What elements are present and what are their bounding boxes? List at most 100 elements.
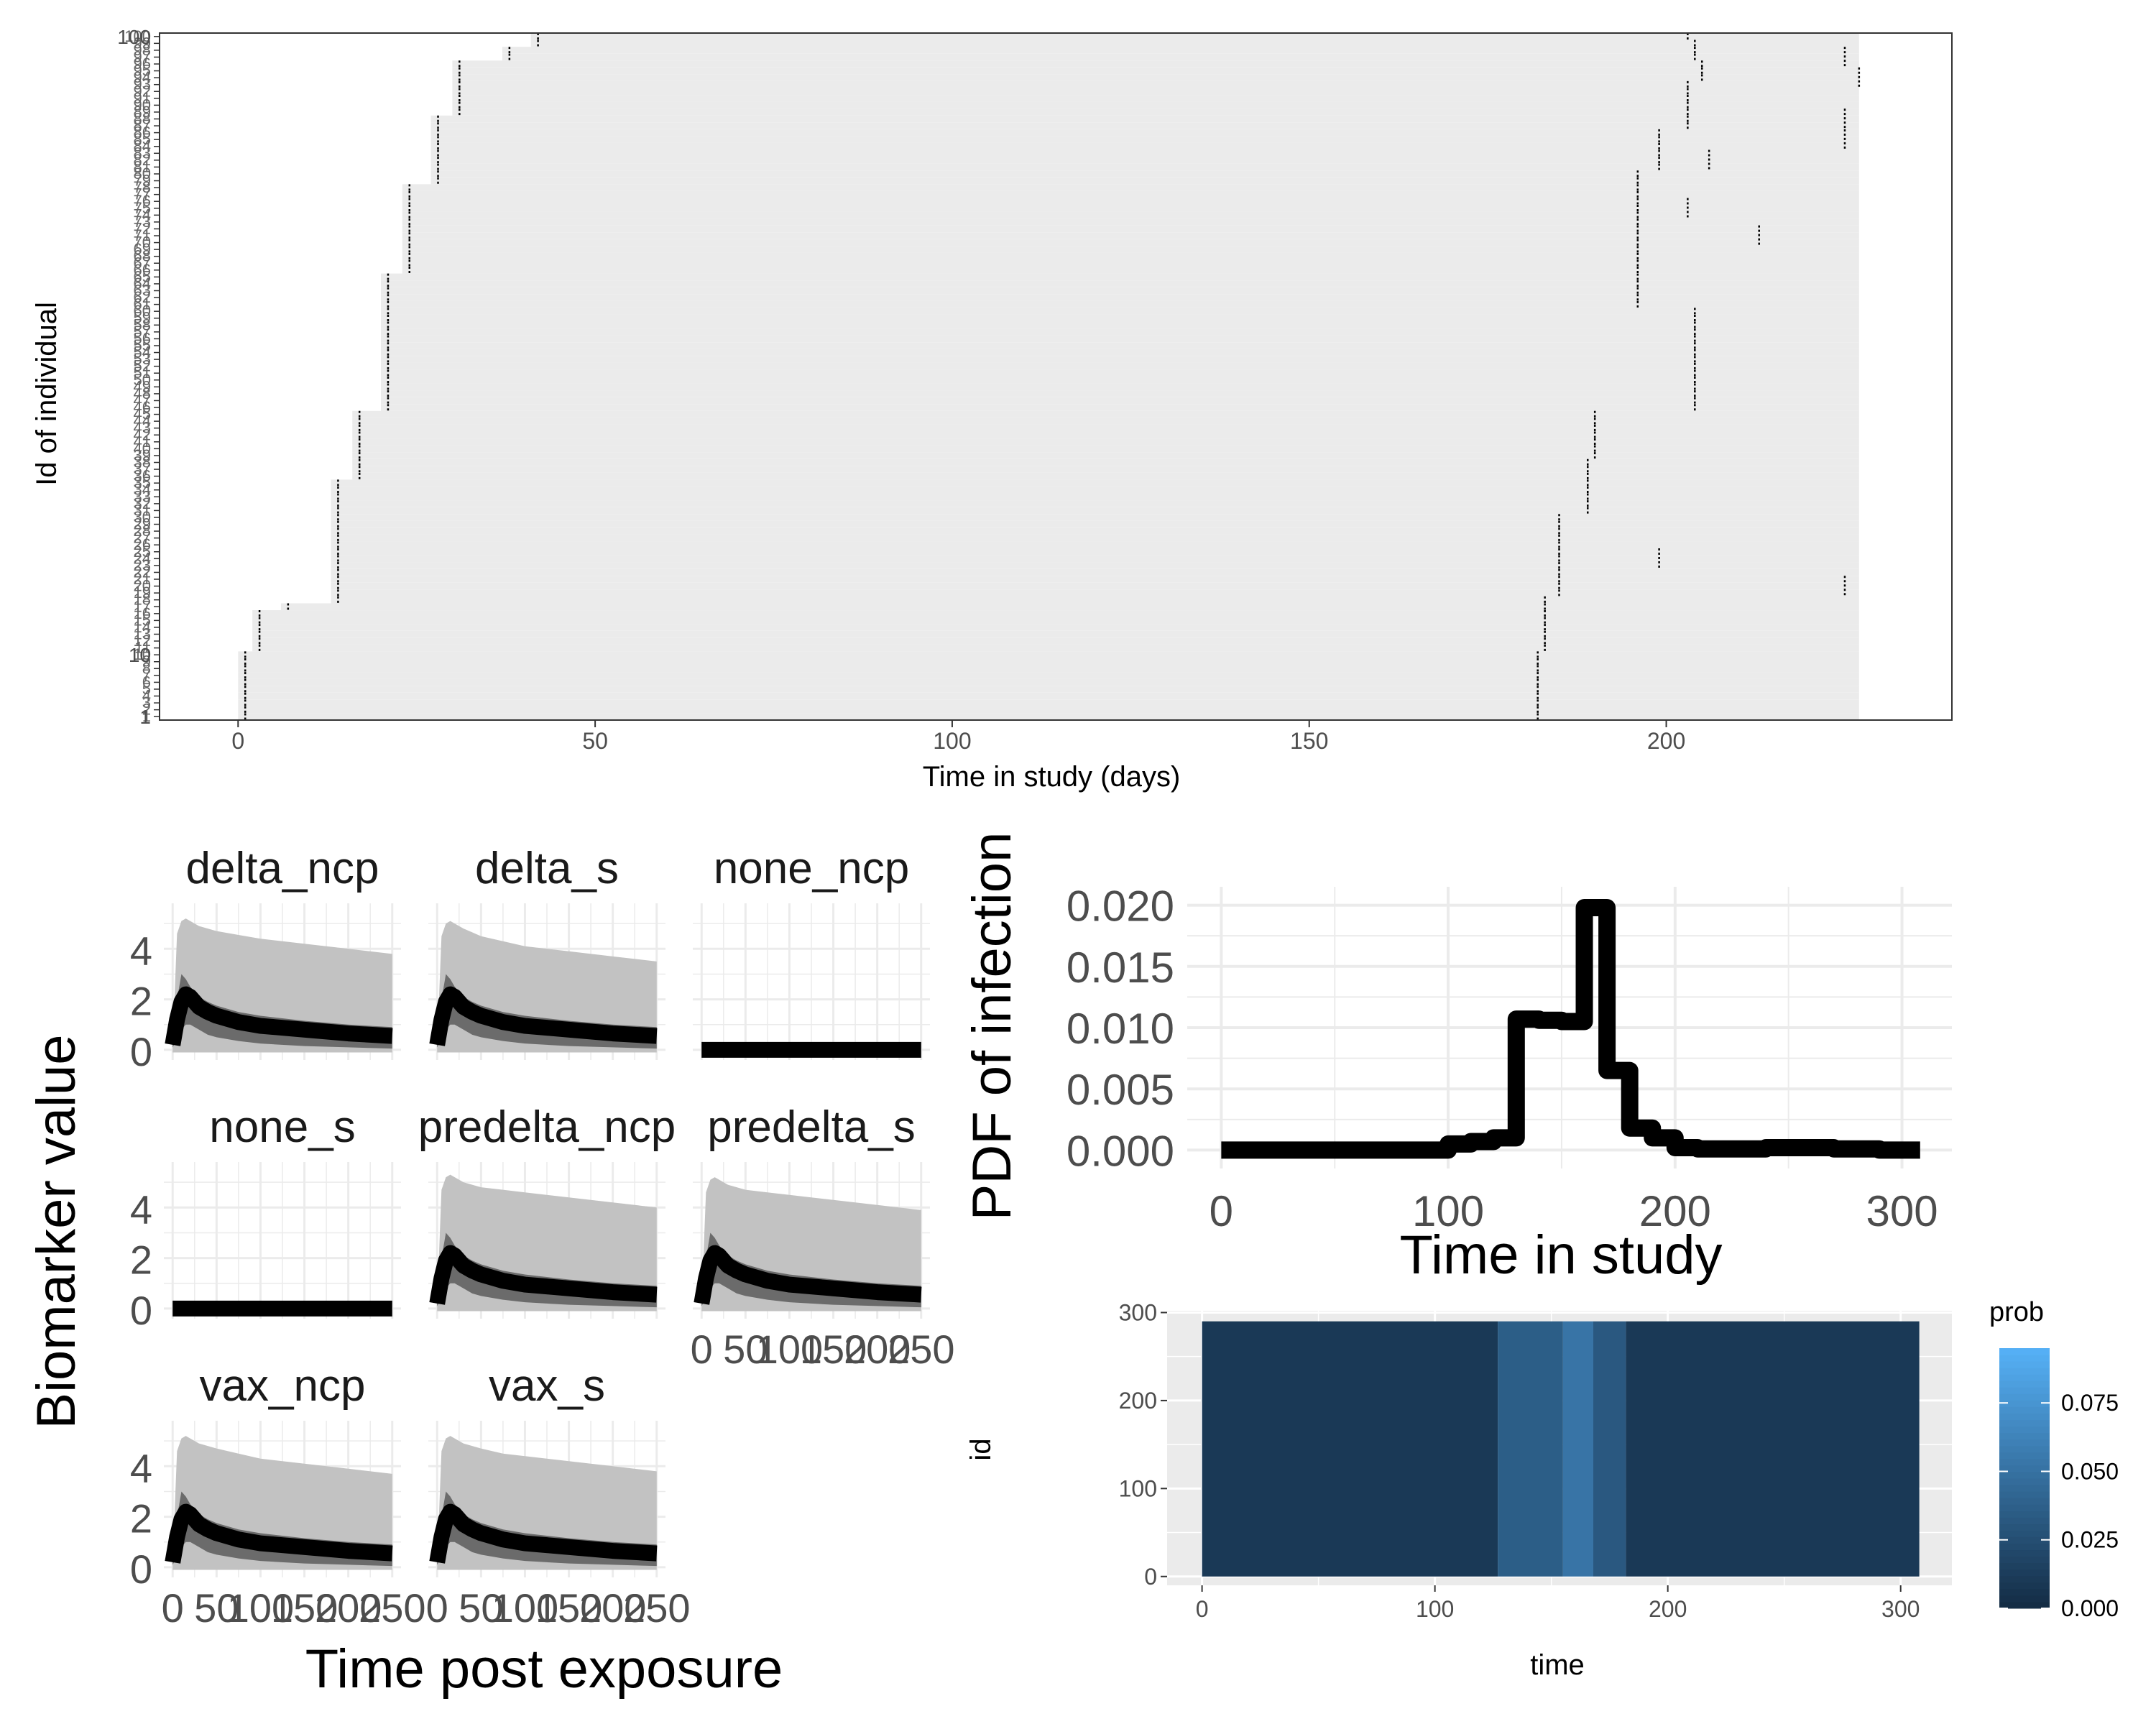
timeline-y-tick-label: 76 [134,192,151,210]
individual-followup-band [331,479,1859,487]
timeline-y-tick-label: 58 [134,315,151,333]
timeline-y-tick-label: 16 [134,604,151,622]
individual-followup-band [381,397,1859,405]
legend-colorbar-segment [1999,1458,2050,1466]
legend-colorbar-segment [1999,1439,2050,1447]
facet-strip-label: vax_ncp [200,1361,366,1411]
pdf-y-tick-label: 0.005 [1067,1066,1174,1114]
timeline-y-tick-label: 67 [134,254,151,272]
individual-followup-band [402,267,1859,274]
facet-strip-label: predelta_s [707,1102,916,1152]
individual-followup-band [331,576,1859,583]
individual-followup-band [402,239,1859,246]
timeline-y-tick-label: 18 [134,591,151,609]
individual-followup-band [238,665,1859,673]
individual-followup-band [352,410,1859,418]
individual-followup-band [430,122,1859,129]
individual-followup-band [331,486,1859,494]
individual-followup-band [402,198,1859,205]
biomarker-x-tick-label: 150 [535,1585,602,1631]
biomarker-x-tick-label: 100 [227,1585,294,1631]
individual-followup-band [381,328,1859,336]
timeline-y-tick-label: 4 [142,687,151,705]
individual-followup-band [238,686,1859,693]
mean-trajectory-line [429,1503,658,1564]
biomarker-y-tick-label: 4 [130,1445,152,1490]
individual-followup-band [430,170,1859,178]
timeline-y-tick-label: 53 [134,350,151,368]
individual-followup-band [452,95,1859,102]
facet-strip-label: delta_ncp [186,844,379,893]
heatmap-x-tick-label: 200 [1649,1596,1687,1622]
timeline-y-tick-label: 97 [134,47,151,65]
legend-colorbar-segment [1999,1536,2050,1544]
timeline-y-tick-label: 33 [134,487,151,505]
legend-title: prob [1989,1297,2044,1327]
timeline-y-tick-label: 73 [134,213,151,231]
timeline-y-tick-label: 91 [134,89,151,107]
individual-followup-band [430,177,1859,185]
timeline-y-tick-label: 85 [134,130,151,148]
timeline-y-tick-label: 3 [142,693,151,711]
biomarker-y-tick-label: 0 [130,1029,152,1074]
heatmap-x-tick-label: 300 [1881,1596,1920,1622]
legend-colorbar-segment [1999,1517,2050,1524]
timeline-y-tick-label: 50 [134,371,151,389]
biomarker-x-tick-label: 50 [459,1585,503,1631]
timeline-y-tick-label: 45 [134,405,151,423]
individual-followup-band [252,637,1859,645]
timeline-y-tick-label: 22 [134,563,151,581]
timeline-y-axis-label: Id of individual [31,302,63,486]
pdf-x-axis-label: Time in study [1399,1225,1722,1286]
legend-colorbar-segment [1999,1348,2050,1355]
individual-followup-band [238,699,1859,706]
timeline-y-tick-label: 36 [134,467,151,485]
individual-followup-band [381,377,1859,384]
timeline-y-tick-label: 66 [134,261,151,279]
legend-colorbar-segment [1999,1413,2050,1421]
individual-followup-band [352,438,1859,446]
biomarker-y-tick-label: 0 [130,1288,152,1333]
mean-trajectory-line [165,1503,393,1564]
mean-trajectory-line [694,1245,922,1305]
timeline-y-tick-label: 80 [134,165,151,183]
timeline-y-tick-label: 61 [134,295,151,313]
timeline-y-tick-label: 34 [134,481,151,499]
individual-followup-band [381,294,1859,301]
pdf-x-tick-label: 100 [1412,1187,1484,1235]
pdf-x-tick-label: 200 [1639,1187,1711,1235]
timeline-y-tick-label: 40 [134,439,151,457]
individual-followup-band [402,246,1859,253]
individual-followup-band [352,445,1859,453]
timeline-y-tick-label: 94 [134,68,151,86]
timeline-y-tick-label: 90 [134,96,151,114]
biomarker-x-tick-label: 150 [271,1585,338,1631]
individual-followup-band [402,232,1859,239]
legend-colorbar-segment [1999,1485,2050,1492]
individual-followup-band [402,218,1859,226]
individual-followup-band [331,555,1859,563]
legend-colorbar-segment [1999,1374,2050,1381]
timeline-y-tick-label: 82 [134,151,151,169]
individual-followup-band [252,630,1859,638]
timeline-y-tick-label: 88 [134,110,151,128]
legend-colorbar-segment [1999,1452,2050,1460]
timeline-y-tick-label: 31 [134,501,151,519]
timeline-y-tick-label: 47 [134,391,151,409]
biomarker-y-tick-label: 2 [130,1237,152,1283]
individual-followup-band [331,562,1859,569]
facet-strip-label: vax_s [489,1361,605,1411]
timeline-y-tick-label: 51 [134,364,151,382]
timeline-y-tick-label: 17 [134,597,151,615]
pdf-x-tick-label: 300 [1866,1187,1938,1235]
timeline-y-tick-label: 10 [134,645,151,663]
individual-followup-band [430,163,1859,171]
timeline-y-tick-label: 49 [134,377,151,395]
individual-followup-band [331,507,1859,515]
timeline-y-tick-label-major: 10 [129,644,151,666]
timeline-y-tick-label: 93 [134,75,151,93]
facet-predelta_ncp: predelta_ncp [418,1102,676,1319]
legend-colorbar-segment [1999,1549,2050,1557]
